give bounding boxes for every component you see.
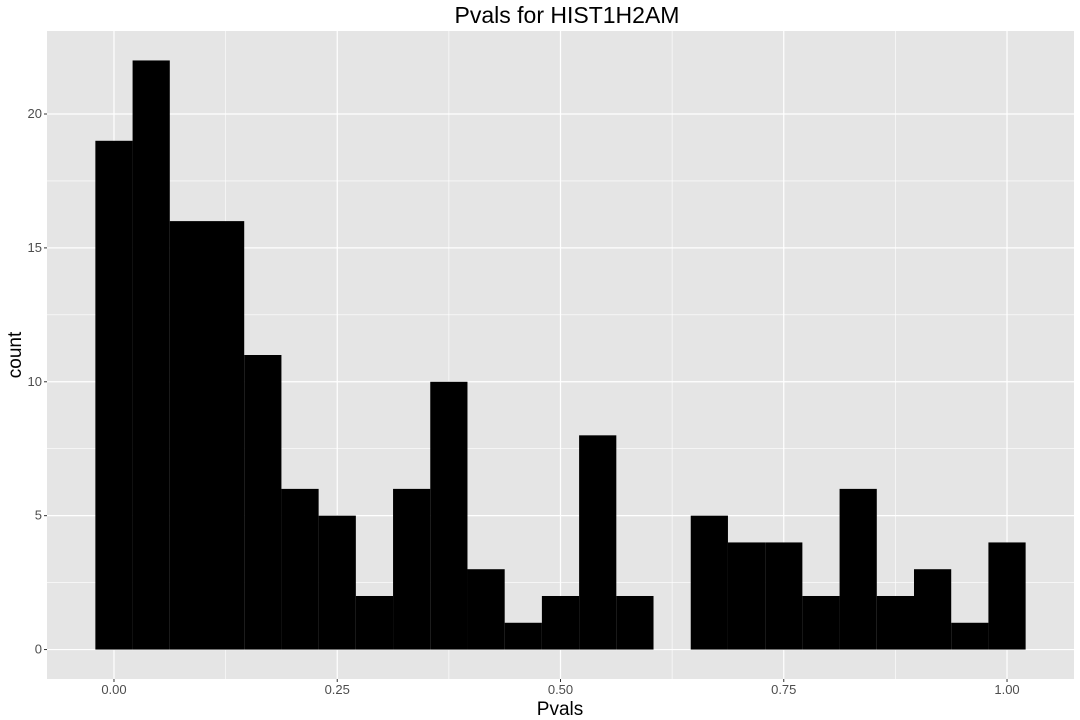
histogram-bar [244,355,282,650]
y-tick-label: 15 [28,240,42,255]
histogram-bar [765,542,803,650]
histogram-bar [169,221,208,650]
x-tick-label: 0.25 [325,682,350,697]
x-tick-label: 0.75 [771,682,796,697]
y-axis-ticks: 0 5 10 15 20 [28,106,47,657]
histogram-bar [802,595,840,650]
y-axis-title: count [5,331,26,378]
histogram-bar [876,595,914,650]
histogram-bar [95,140,133,650]
x-axis-ticks: 0.00 0.25 0.50 0.75 1.00 [101,679,1020,697]
x-tick-label: 0.00 [101,682,126,697]
histogram-bar [839,488,877,650]
histogram-bar [913,569,952,650]
histogram-bar [616,595,654,650]
y-tick-label: 10 [28,374,42,389]
histogram-bars [95,60,1026,650]
y-tick-label: 0 [35,642,42,657]
histogram-bar [690,515,728,650]
histogram-bar [504,622,542,650]
y-tick-label: 20 [28,106,42,121]
histogram-bar [727,542,766,650]
histogram-bar [467,569,505,650]
histogram-bar [579,435,617,650]
y-tick-label: 5 [35,508,42,523]
x-axis-title: Pvals [537,699,583,720]
histogram-bar [355,595,394,650]
x-tick-label: 0.50 [548,682,573,697]
histogram-bar [988,542,1026,650]
histogram-bar [207,221,245,650]
histogram-bar [541,595,580,650]
x-tick-label: 1.00 [994,682,1019,697]
histogram-bar [393,488,431,650]
histogram-bar [281,488,319,650]
histogram-bar [430,381,468,650]
chart-title: Pvals for HIST1H2AM [455,2,680,28]
histogram-bar [318,515,356,650]
histogram-bar [132,60,170,650]
histogram-bar [951,622,989,650]
